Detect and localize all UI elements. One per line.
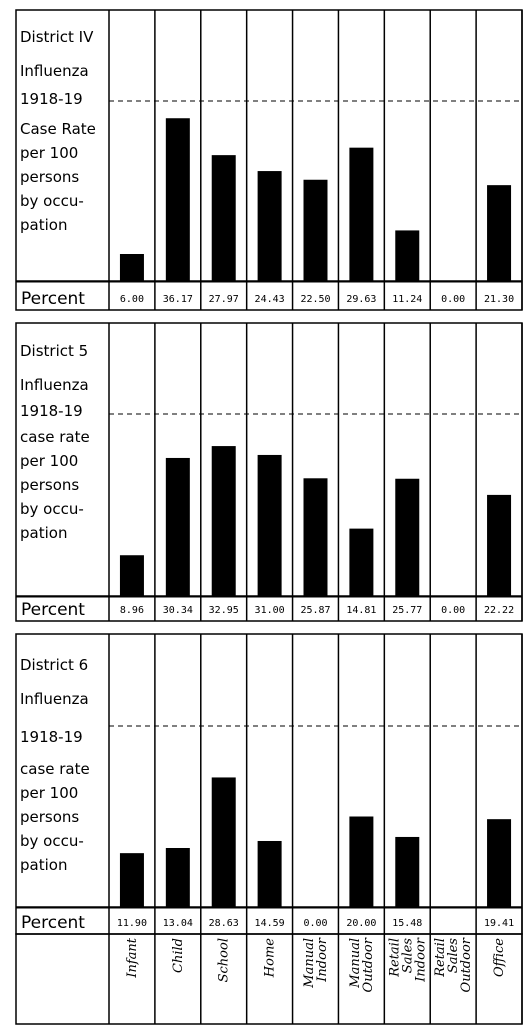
- panel-title-line: District 6: [20, 656, 88, 674]
- bar-office: [487, 494, 512, 596]
- bar-retail-sales-indoor: [395, 478, 420, 596]
- panel-title-line: per 100: [20, 784, 78, 802]
- bar-retail-sales-indoor: [395, 836, 420, 907]
- bar-manual-outdoor: [349, 816, 374, 907]
- panel-title-line: pation: [20, 856, 67, 874]
- bar-infant: [119, 254, 144, 281]
- category-label: Indoor: [315, 937, 330, 982]
- bar-home: [257, 840, 282, 907]
- category-label: Outdoor: [361, 937, 376, 992]
- value-label: 31.00: [255, 605, 285, 616]
- panel-title-line: Influenza: [20, 62, 89, 80]
- value-label: 14.59: [255, 918, 285, 929]
- panel-title-line: persons: [20, 476, 79, 494]
- bar-school: [211, 155, 236, 281]
- bar-child: [165, 457, 190, 596]
- category-label: Sales: [446, 938, 461, 974]
- value-label: 30.34: [163, 605, 193, 616]
- category-label: Outdoor: [459, 937, 474, 992]
- bar-home: [257, 171, 282, 281]
- panel-title-line: persons: [20, 168, 79, 186]
- value-label: 13.04: [163, 918, 193, 929]
- panel-title-line: case rate: [20, 428, 90, 446]
- panel-title-line: 1918-19: [20, 90, 83, 108]
- value-label: 0.00: [441, 605, 465, 616]
- value-label: 15.48: [392, 918, 422, 929]
- percent-row-label: Percent: [21, 913, 85, 933]
- category-label: School: [217, 938, 232, 982]
- category-label: Manual: [348, 938, 363, 989]
- category-label: Sales: [400, 938, 415, 974]
- value-label: 6.00: [120, 294, 144, 305]
- value-label: 0.00: [441, 294, 465, 305]
- value-label: 8.96: [120, 605, 144, 616]
- category-label: Retail: [433, 938, 448, 978]
- category-label: Infant: [125, 937, 140, 978]
- value-label: 11.24: [392, 294, 422, 305]
- category-label: Manual: [302, 938, 317, 989]
- bar-infant: [119, 555, 144, 596]
- value-label: 32.95: [209, 605, 239, 616]
- value-label: 0.00: [303, 918, 327, 929]
- value-label: 29.63: [346, 294, 376, 305]
- value-label: 20.00: [346, 918, 376, 929]
- bar-manual-outdoor: [349, 147, 374, 281]
- panel-title-line: pation: [20, 524, 67, 542]
- panel-title-line: by occu-: [20, 192, 84, 210]
- panel-title-line: by occu-: [20, 500, 84, 518]
- panel-title-line: Influenza: [20, 690, 89, 708]
- bar-manual-indoor: [303, 478, 328, 596]
- value-label: 25.77: [392, 605, 422, 616]
- bar-infant: [119, 853, 144, 907]
- value-label: 21.30: [484, 294, 514, 305]
- panel-title-line: Case Rate: [20, 120, 96, 138]
- panel-title-line: Influenza: [20, 376, 89, 394]
- percent-row-label: Percent: [21, 289, 85, 309]
- value-label: 24.43: [255, 294, 285, 305]
- value-label: 22.22: [484, 605, 514, 616]
- panel-title-line: pation: [20, 216, 67, 234]
- bar-school: [211, 446, 236, 596]
- bar-school: [211, 777, 236, 907]
- bar-child: [165, 847, 190, 907]
- bar-home: [257, 454, 282, 596]
- category-label: Office: [492, 938, 507, 977]
- bar-child: [165, 118, 190, 281]
- bar-office: [487, 819, 512, 907]
- bar-manual-outdoor: [349, 528, 374, 596]
- value-label: 28.63: [209, 918, 239, 929]
- panel-title-line: District 5: [20, 342, 88, 360]
- panel-title-line: per 100: [20, 452, 78, 470]
- category-label: Child: [171, 938, 186, 973]
- value-label: 11.90: [117, 918, 147, 929]
- value-label: 25.87: [300, 605, 330, 616]
- bar-manual-indoor: [303, 179, 328, 281]
- category-label: Indoor: [413, 937, 428, 982]
- value-label: 27.97: [209, 294, 239, 305]
- bar-office: [487, 185, 512, 281]
- panel-title-line: 1918-19: [20, 402, 83, 420]
- panel-title-line: per 100: [20, 144, 78, 162]
- value-label: 19.41: [484, 918, 514, 929]
- value-label: 36.17: [163, 294, 193, 305]
- value-label: 14.81: [346, 605, 376, 616]
- panel-title-line: case rate: [20, 760, 90, 778]
- panel-title-line: persons: [20, 808, 79, 826]
- panel-title-line: District IV: [20, 28, 94, 46]
- bar-retail-sales-indoor: [395, 230, 420, 281]
- category-label: Retail: [387, 938, 402, 978]
- panel-title-line: 1918-19: [20, 728, 83, 746]
- category-label: Home: [263, 938, 278, 978]
- percent-row-label: Percent: [21, 600, 85, 620]
- panel-title-line: by occu-: [20, 832, 84, 850]
- value-label: 22.50: [300, 294, 330, 305]
